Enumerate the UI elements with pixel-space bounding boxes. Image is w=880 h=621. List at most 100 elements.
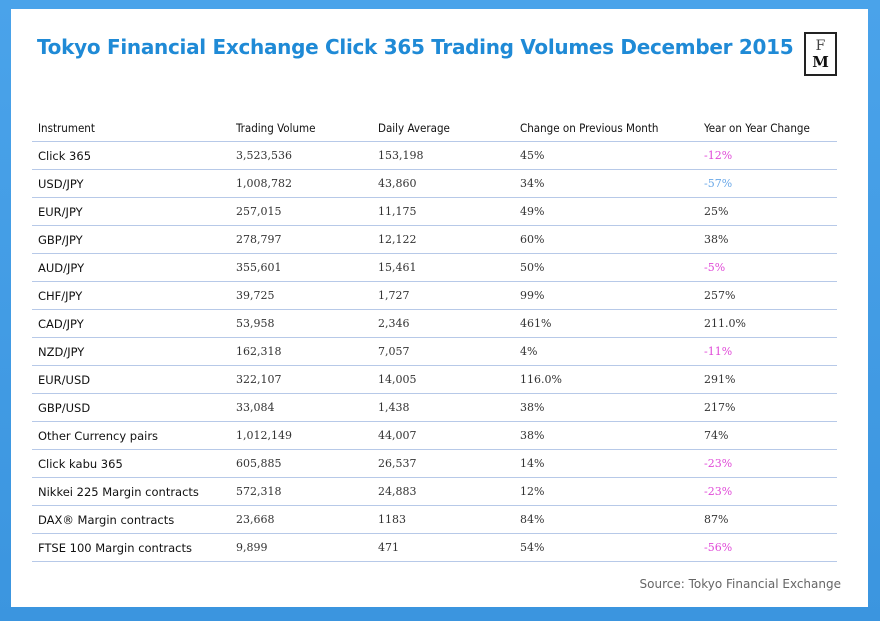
instrument-cell: EUR/JPY bbox=[32, 197, 230, 226]
daily-average-cell: 153,198 bbox=[372, 141, 514, 170]
change-previous-month-cell: 14% bbox=[514, 449, 698, 478]
table-row: Other Currency pairs 1,012,149 44,007 38% 74… bbox=[32, 421, 837, 450]
table-row: USD/JPY 1,008,782 43,860 34% -57% bbox=[32, 169, 837, 198]
table-row: Click kabu 365 605,885 26,537 14% -23% bbox=[32, 449, 837, 478]
source-note: Source: Tokyo Financial Exchange bbox=[639, 577, 841, 591]
content-card: Tokyo Financial Exchange Click 365 Tradi… bbox=[11, 9, 868, 607]
table-row: EUR/JPY 257,015 11,175 49% 25% bbox=[32, 197, 837, 226]
year-on-year-cell: -11% bbox=[698, 337, 837, 366]
change-previous-month-cell: 84% bbox=[514, 505, 698, 534]
daily-average-cell: 1,438 bbox=[372, 393, 514, 422]
logo-letter-f: F bbox=[815, 38, 826, 54]
trading-volume-cell: 278,797 bbox=[230, 225, 372, 254]
trading-volume-cell: 1,008,782 bbox=[230, 169, 372, 198]
col-header-daily-average: Daily Average bbox=[372, 114, 514, 142]
trading-volume-cell: 53,958 bbox=[230, 309, 372, 338]
change-previous-month-cell: 4% bbox=[514, 337, 698, 366]
daily-average-cell: 1183 bbox=[372, 505, 514, 534]
table-row: CHF/JPY 39,725 1,727 99% 257% bbox=[32, 281, 837, 310]
table-row: DAX® Margin contracts 23,668 1183 84% 87% bbox=[32, 505, 837, 534]
year-on-year-cell: -12% bbox=[698, 141, 837, 170]
daily-average-cell: 26,537 bbox=[372, 449, 514, 478]
instrument-cell: Click kabu 365 bbox=[32, 449, 230, 478]
instrument-cell: EUR/USD bbox=[32, 365, 230, 394]
instrument-cell: Nikkei 225 Margin contracts bbox=[32, 477, 230, 506]
daily-average-cell: 11,175 bbox=[372, 197, 514, 226]
year-on-year-cell: -56% bbox=[698, 533, 837, 562]
change-previous-month-cell: 116.0% bbox=[514, 365, 698, 394]
instrument-cell: AUD/JPY bbox=[32, 253, 230, 282]
table-row: AUD/JPY 355,601 15,461 50% -5% bbox=[32, 253, 837, 282]
year-on-year-cell: 217% bbox=[698, 393, 837, 422]
trading-volume-cell: 605,885 bbox=[230, 449, 372, 478]
table-row: CAD/JPY 53,958 2,346 461% 211.0% bbox=[32, 309, 837, 338]
volumes-table: Instrument Trading Volume Daily Average … bbox=[32, 114, 837, 562]
trading-volume-cell: 39,725 bbox=[230, 281, 372, 310]
trading-volume-cell: 322,107 bbox=[230, 365, 372, 394]
change-previous-month-cell: 34% bbox=[514, 169, 698, 198]
daily-average-cell: 2,346 bbox=[372, 309, 514, 338]
trading-volume-cell: 572,318 bbox=[230, 477, 372, 506]
table-row: Nikkei 225 Margin contracts 572,318 24,883… bbox=[32, 477, 837, 506]
trading-volume-cell: 23,668 bbox=[230, 505, 372, 534]
year-on-year-cell: 74% bbox=[698, 421, 837, 450]
table-row: GBP/USD 33,084 1,438 38% 217% bbox=[32, 393, 837, 422]
table-row: FTSE 100 Margin contracts 9,899 471 54% -56% bbox=[32, 533, 837, 562]
year-on-year-cell: 38% bbox=[698, 225, 837, 254]
change-previous-month-cell: 50% bbox=[514, 253, 698, 282]
instrument-cell: Click 365 bbox=[32, 141, 230, 170]
year-on-year-cell: 25% bbox=[698, 197, 837, 226]
instrument-cell: DAX® Margin contracts bbox=[32, 505, 230, 534]
daily-average-cell: 24,883 bbox=[372, 477, 514, 506]
trading-volume-cell: 33,084 bbox=[230, 393, 372, 422]
daily-average-cell: 1,727 bbox=[372, 281, 514, 310]
change-previous-month-cell: 461% bbox=[514, 309, 698, 338]
year-on-year-cell: -23% bbox=[698, 449, 837, 478]
trading-volume-cell: 355,601 bbox=[230, 253, 372, 282]
change-previous-month-cell: 38% bbox=[514, 421, 698, 450]
trading-volume-cell: 9,899 bbox=[230, 533, 372, 562]
daily-average-cell: 7,057 bbox=[372, 337, 514, 366]
change-previous-month-cell: 54% bbox=[514, 533, 698, 562]
year-on-year-cell: -23% bbox=[698, 477, 837, 506]
instrument-cell: Other Currency pairs bbox=[32, 421, 230, 450]
change-previous-month-cell: 99% bbox=[514, 281, 698, 310]
instrument-cell: FTSE 100 Margin contracts bbox=[32, 533, 230, 562]
trading-volume-cell: 3,523,536 bbox=[230, 141, 372, 170]
col-header-trading-volume: Trading Volume bbox=[230, 114, 372, 142]
col-header-year-on-year: Year on Year Change bbox=[698, 114, 837, 142]
daily-average-cell: 471 bbox=[372, 533, 514, 562]
table-row: Click 365 3,523,536 153,198 45% -12% bbox=[32, 141, 837, 170]
year-on-year-cell: 291% bbox=[698, 365, 837, 394]
change-previous-month-cell: 12% bbox=[514, 477, 698, 506]
daily-average-cell: 15,461 bbox=[372, 253, 514, 282]
year-on-year-cell: 87% bbox=[698, 505, 837, 534]
trading-volume-cell: 257,015 bbox=[230, 197, 372, 226]
fm-logo: F M bbox=[804, 32, 837, 76]
page-title: Tokyo Financial Exchange Click 365 Tradi… bbox=[37, 35, 794, 59]
year-on-year-cell: 211.0% bbox=[698, 309, 837, 338]
year-on-year-cell: 257% bbox=[698, 281, 837, 310]
trading-volume-cell: 1,012,149 bbox=[230, 421, 372, 450]
change-previous-month-cell: 49% bbox=[514, 197, 698, 226]
instrument-cell: CAD/JPY bbox=[32, 309, 230, 338]
change-previous-month-cell: 38% bbox=[514, 393, 698, 422]
logo-letter-m: M bbox=[812, 53, 829, 71]
instrument-cell: USD/JPY bbox=[32, 169, 230, 198]
daily-average-cell: 44,007 bbox=[372, 421, 514, 450]
change-previous-month-cell: 45% bbox=[514, 141, 698, 170]
instrument-cell: GBP/JPY bbox=[32, 225, 230, 254]
trading-volume-cell: 162,318 bbox=[230, 337, 372, 366]
table-row: GBP/JPY 278,797 12,122 60% 38% bbox=[32, 225, 837, 254]
daily-average-cell: 43,860 bbox=[372, 169, 514, 198]
table-row: NZD/JPY 162,318 7,057 4% -11% bbox=[32, 337, 837, 366]
year-on-year-cell: -5% bbox=[698, 253, 837, 282]
col-header-change-previous-month: Change on Previous Month bbox=[514, 114, 698, 142]
instrument-cell: GBP/USD bbox=[32, 393, 230, 422]
table-row: EUR/USD 322,107 14,005 116.0% 291% bbox=[32, 365, 837, 394]
instrument-cell: CHF/JPY bbox=[32, 281, 230, 310]
col-header-instrument: Instrument bbox=[32, 114, 230, 142]
table-header-row: Instrument Trading Volume Daily Average … bbox=[32, 114, 837, 142]
change-previous-month-cell: 60% bbox=[514, 225, 698, 254]
